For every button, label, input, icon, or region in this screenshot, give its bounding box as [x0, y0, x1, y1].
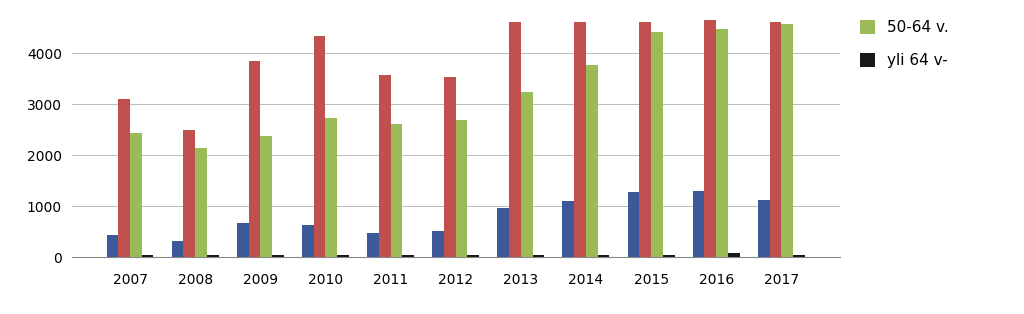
- Bar: [337, 256, 349, 257]
- Bar: [574, 22, 586, 257]
- Bar: [467, 256, 479, 257]
- Bar: [119, 99, 130, 257]
- Bar: [432, 231, 444, 257]
- Bar: [562, 201, 574, 257]
- Bar: [106, 235, 119, 257]
- Bar: [758, 200, 770, 257]
- Bar: [444, 77, 456, 257]
- Bar: [313, 35, 326, 257]
- Bar: [586, 65, 598, 257]
- Bar: [628, 192, 639, 257]
- Bar: [130, 133, 141, 257]
- Bar: [793, 256, 805, 257]
- Bar: [183, 130, 196, 257]
- Bar: [598, 256, 609, 257]
- Bar: [456, 120, 467, 257]
- Bar: [368, 234, 379, 257]
- Bar: [770, 22, 781, 257]
- Bar: [326, 118, 337, 257]
- Bar: [249, 61, 260, 257]
- Legend: 50-64 v., yli 64 v-: 50-64 v., yli 64 v-: [855, 15, 953, 73]
- Bar: [521, 92, 532, 257]
- Bar: [509, 22, 521, 257]
- Bar: [379, 75, 390, 257]
- Bar: [272, 256, 284, 257]
- Bar: [716, 29, 728, 257]
- Bar: [237, 223, 249, 257]
- Bar: [639, 22, 651, 257]
- Bar: [141, 256, 154, 257]
- Bar: [705, 20, 716, 257]
- Bar: [651, 32, 663, 257]
- Bar: [498, 208, 509, 257]
- Bar: [663, 256, 675, 257]
- Bar: [532, 256, 544, 257]
- Bar: [207, 256, 218, 257]
- Bar: [196, 148, 207, 257]
- Bar: [260, 136, 272, 257]
- Bar: [693, 191, 705, 257]
- Bar: [728, 253, 739, 257]
- Bar: [390, 124, 402, 257]
- Bar: [172, 241, 183, 257]
- Bar: [781, 24, 793, 257]
- Bar: [302, 225, 313, 257]
- Bar: [402, 256, 414, 257]
